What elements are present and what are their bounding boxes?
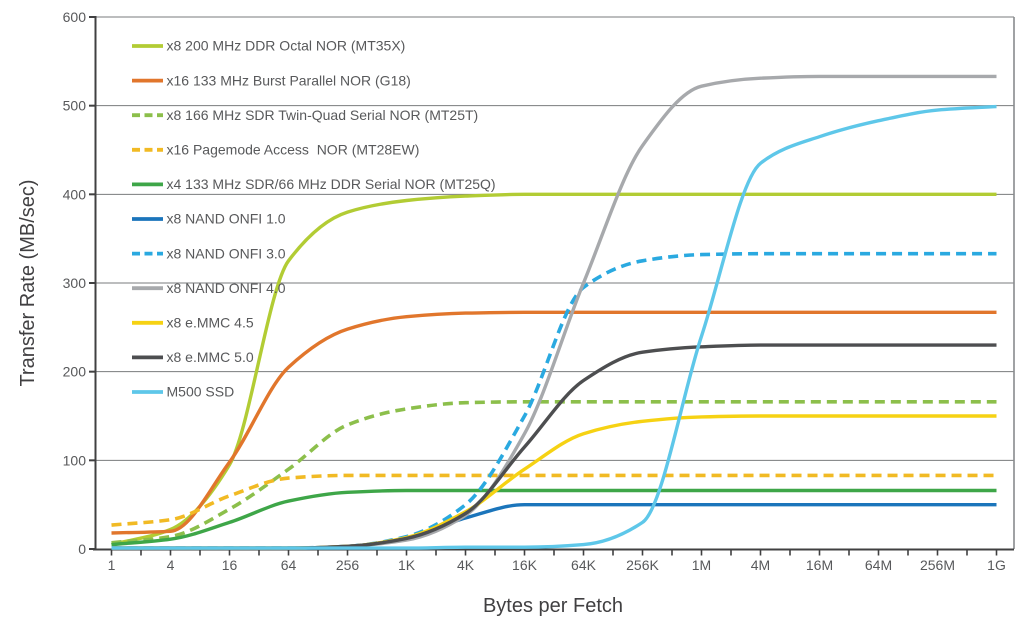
series-line-mt25t [111, 399, 997, 545]
x-tick-label-256K: 256K [626, 557, 659, 573]
series-line-m500 [111, 104, 997, 550]
legend-item-onfi3: x8 NAND ONFI 3.0 [132, 245, 286, 261]
y-tick-label-500: 500 [63, 98, 87, 114]
series-line-mt28ew [111, 473, 997, 527]
legend-label-onfi1: x8 NAND ONFI 1.0 [167, 211, 286, 227]
y-tick-label-600: 600 [63, 9, 87, 25]
legend-label-emmc45: x8 e.MMC 4.5 [167, 315, 254, 331]
x-tick-label-1: 1 [108, 557, 116, 573]
x-tick-label-4M: 4M [751, 557, 770, 573]
x-tick-label-64: 64 [281, 557, 297, 573]
legend-label-onfi4: x8 NAND ONFI 4.0 [167, 280, 286, 296]
y-tick-label-300: 300 [63, 275, 87, 291]
series-line-onfi3 [111, 251, 997, 550]
x-tick-label-256M: 256M [920, 557, 955, 573]
legend-item-mt35x: x8 200 MHz DDR Octal NOR (MT35X) [132, 38, 405, 54]
x-tick-label-1M: 1M [692, 557, 711, 573]
legend-item-onfi1: x8 NAND ONFI 1.0 [132, 211, 286, 227]
legend-item-emmc45: x8 e.MMC 4.5 [132, 315, 254, 331]
x-tick-label-4: 4 [167, 557, 175, 573]
legend-label-onfi3: x8 NAND ONFI 3.0 [167, 245, 286, 261]
x-tick-label-1G: 1G [987, 557, 1006, 573]
legend-label-emmc50: x8 e.MMC 5.0 [167, 349, 254, 365]
series-line-g18 [111, 310, 997, 535]
legend-label-mt25q: x4 133 MHz SDR/66 MHz DDR Serial NOR (MT… [167, 176, 496, 192]
gridlines [95, 16, 1015, 549]
y-tick-label-100: 100 [63, 452, 87, 468]
x-axis-title: Bytes per Fetch [483, 595, 623, 617]
legend-item-g18: x16 133 MHz Burst Parallel NOR (G18) [132, 72, 411, 88]
series-line-mt25q [111, 488, 997, 547]
x-tick-label-256: 256 [336, 557, 360, 573]
x-tick-label-64M: 64M [865, 557, 892, 573]
y-tick-label-0: 0 [78, 541, 86, 557]
legend-label-mt28ew: x16 Pagemode Access NOR (MT28EW) [167, 142, 420, 158]
x-tick-label-16K: 16K [512, 557, 538, 573]
legend-item-mt25q: x4 133 MHz SDR/66 MHz DDR Serial NOR (MT… [132, 176, 496, 192]
legend-item-emmc50: x8 e.MMC 5.0 [132, 349, 254, 365]
y-tick-label-200: 200 [63, 364, 87, 380]
y-axis-title: Transfer Rate (MB/sec) [17, 179, 39, 386]
legend-item-mt28ew: x16 Pagemode Access NOR (MT28EW) [132, 142, 419, 158]
legend-label-mt25t: x8 166 MHz SDR Twin-Quad Serial NOR (MT2… [167, 107, 479, 123]
x-tick-label-16: 16 [222, 557, 238, 573]
series-line-mt35x [111, 192, 997, 547]
x-tick-label-1K: 1K [398, 557, 416, 573]
legend-label-mt35x: x8 200 MHz DDR Octal NOR (MT35X) [167, 38, 406, 54]
legend-item-onfi4: x8 NAND ONFI 4.0 [132, 280, 286, 296]
series-lines [111, 74, 997, 550]
legend-item-m500: M500 SSD [132, 384, 234, 400]
x-tick-label-64K: 64K [571, 557, 597, 573]
legend: x8 200 MHz DDR Octal NOR (MT35X) x16 133 … [132, 38, 496, 400]
y-tick-label-400: 400 [63, 186, 87, 202]
legend-item-mt25t: x8 166 MHz SDR Twin-Quad Serial NOR (MT2… [132, 107, 478, 123]
legend-label-m500: M500 SSD [167, 384, 235, 400]
legend-label-g18: x16 133 MHz Burst Parallel NOR (G18) [167, 72, 411, 88]
series-line-onfi1 [111, 502, 997, 550]
x-tick-label-16M: 16M [806, 557, 833, 573]
tick-labels: 0 100 200 300 400 500 600 1 4 16 64 256 1K 4K 16K 64K 25… [63, 9, 1006, 573]
x-tick-label-4K: 4K [457, 557, 475, 573]
